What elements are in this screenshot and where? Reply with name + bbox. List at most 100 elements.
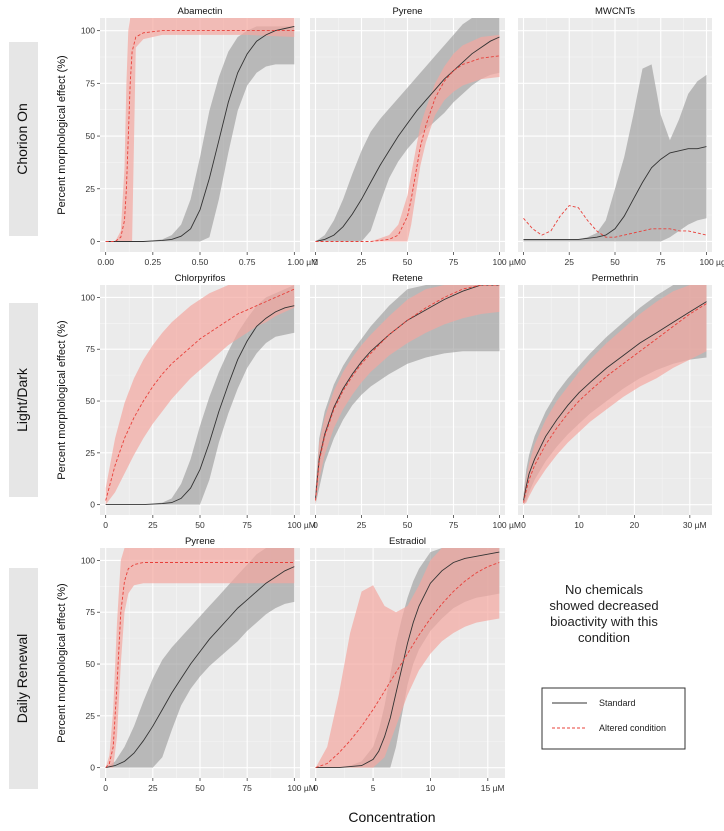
legend-standard-label: Standard <box>599 698 636 708</box>
no-data-line-2: showed decreased <box>549 598 658 613</box>
panel-pyrene: Pyrene 0 25 50 75 100 µM <box>310 6 521 267</box>
panel-title: Estradiol <box>389 536 426 547</box>
standard-ci-band <box>105 26 295 242</box>
panel-mwcnts: MWCNTs 0 25 50 75 100 µg/mL <box>518 6 724 267</box>
y-tick-label: 50 <box>86 659 96 669</box>
y-tick-label: 0 <box>90 500 95 510</box>
x-tick-label: 100 µM <box>287 520 316 530</box>
y-tick-label: 50 <box>86 396 96 406</box>
x-tick-label: 15 µM <box>481 783 505 793</box>
plot-area <box>315 18 500 242</box>
y-axis-labels: Percent morphological effect (%) Percent … <box>56 55 68 742</box>
x-tick-label: 100 µM <box>287 783 316 793</box>
row-label: Chorion On <box>14 103 30 175</box>
x-tick-label: 50 <box>403 520 413 530</box>
plot-area <box>523 64 707 242</box>
x-axis-title: Concentration <box>348 809 435 825</box>
x-tick-label: 75 <box>242 783 252 793</box>
plot-area <box>105 548 295 769</box>
standard-series-line <box>105 566 295 769</box>
no-data-note: No chemicals showed decreased bioactivit… <box>549 582 658 645</box>
x-tick-label: 75 <box>242 520 252 530</box>
y-tick-label: 25 <box>86 711 96 721</box>
x-tick-label: 100 µM <box>492 257 521 267</box>
panel-permethrin: Permethrin 0 10 20 30 µM <box>518 273 712 530</box>
row-label: Light/Dark <box>14 367 30 432</box>
x-tick-label: 50 <box>195 520 205 530</box>
panel-title: Chlorpyrifos <box>175 273 226 284</box>
no-data-line-1: No chemicals <box>565 582 644 597</box>
standard-ci-band <box>105 548 295 768</box>
y-tick-label: 25 <box>86 184 96 194</box>
plot-area <box>105 18 295 242</box>
panel-title: Permethrin <box>592 273 638 284</box>
altered-series-line <box>105 288 295 501</box>
x-tick-label: 0.50 <box>192 257 209 267</box>
y-tick-label: 100 <box>81 555 95 565</box>
x-tick-label: 75 <box>656 257 666 267</box>
x-tick-label: 75 <box>449 520 459 530</box>
y-tick-label: 75 <box>86 344 96 354</box>
x-tick-label: 0 <box>103 783 108 793</box>
row-strip-bg <box>9 303 38 497</box>
x-tick-label: 10 <box>426 783 436 793</box>
row-strip-bg <box>9 42 38 236</box>
legend-box <box>541 687 686 750</box>
y-axis-title: Percent morphological effect (%) <box>56 320 68 479</box>
altered-ci-band <box>315 285 500 505</box>
standard-series-line <box>315 285 500 499</box>
x-tick-label: 0 <box>521 520 526 530</box>
y-axis-title: Percent morphological effect (%) <box>56 55 68 214</box>
altered-series-line <box>523 303 707 503</box>
y-axis-title: Percent morphological effect (%) <box>56 583 68 742</box>
panel-title: Pyrene <box>185 536 215 547</box>
standard-series-line <box>105 25 295 242</box>
altered-series-line <box>105 30 295 242</box>
x-tick-label: 0.75 <box>239 257 256 267</box>
y-tick-label: 0 <box>90 763 95 773</box>
row-strips: Chorion On Light/Dark Daily Renewal <box>9 42 38 789</box>
standard-series-line <box>315 551 500 769</box>
altered-ci-band <box>315 548 500 768</box>
y-tick-label: 75 <box>86 607 96 617</box>
row-label: Daily Renewal <box>14 634 30 723</box>
panel-title: Pyrene <box>392 6 422 17</box>
x-tick-label: 0 <box>521 257 526 267</box>
x-tick-label: 0.25 <box>145 257 162 267</box>
no-data-line-4: condition <box>578 630 630 645</box>
standard-ci-band <box>523 64 707 242</box>
plot-area <box>523 285 707 505</box>
x-tick-label: 5 <box>371 783 376 793</box>
x-tick-label: 100 µM <box>492 520 521 530</box>
altered-ci-band <box>523 285 707 505</box>
altered-ci-band <box>315 34 500 242</box>
x-tick-label: 0.00 <box>97 257 114 267</box>
x-tick-label: 1.00 µM <box>287 257 318 267</box>
x-tick-label: 75 <box>449 257 459 267</box>
altered-ci-band <box>105 285 295 505</box>
standard-ci-band <box>105 285 295 505</box>
x-tick-label: 25 <box>565 257 575 267</box>
x-tick-label: 0 <box>313 257 318 267</box>
panel-title: Retene <box>392 273 423 284</box>
plot-area <box>105 285 295 506</box>
panel-title: MWCNTs <box>595 6 635 17</box>
altered-series-line <box>315 562 500 769</box>
y-tick-label: 50 <box>86 131 96 141</box>
standard-series-line <box>105 305 295 506</box>
x-tick-label: 10 <box>574 520 584 530</box>
y-tick-label: 0 <box>90 236 95 246</box>
altered-series-line <box>105 562 295 768</box>
row-strip-bg <box>9 568 38 789</box>
x-tick-label: 0 <box>313 520 318 530</box>
x-tick-label: 0 <box>313 783 318 793</box>
y-tick-label: 25 <box>86 448 96 458</box>
altered-ci-band <box>105 18 295 242</box>
x-tick-label: 25 <box>148 783 158 793</box>
standard-series-line <box>523 301 707 501</box>
y-tick-label: 75 <box>86 78 96 88</box>
